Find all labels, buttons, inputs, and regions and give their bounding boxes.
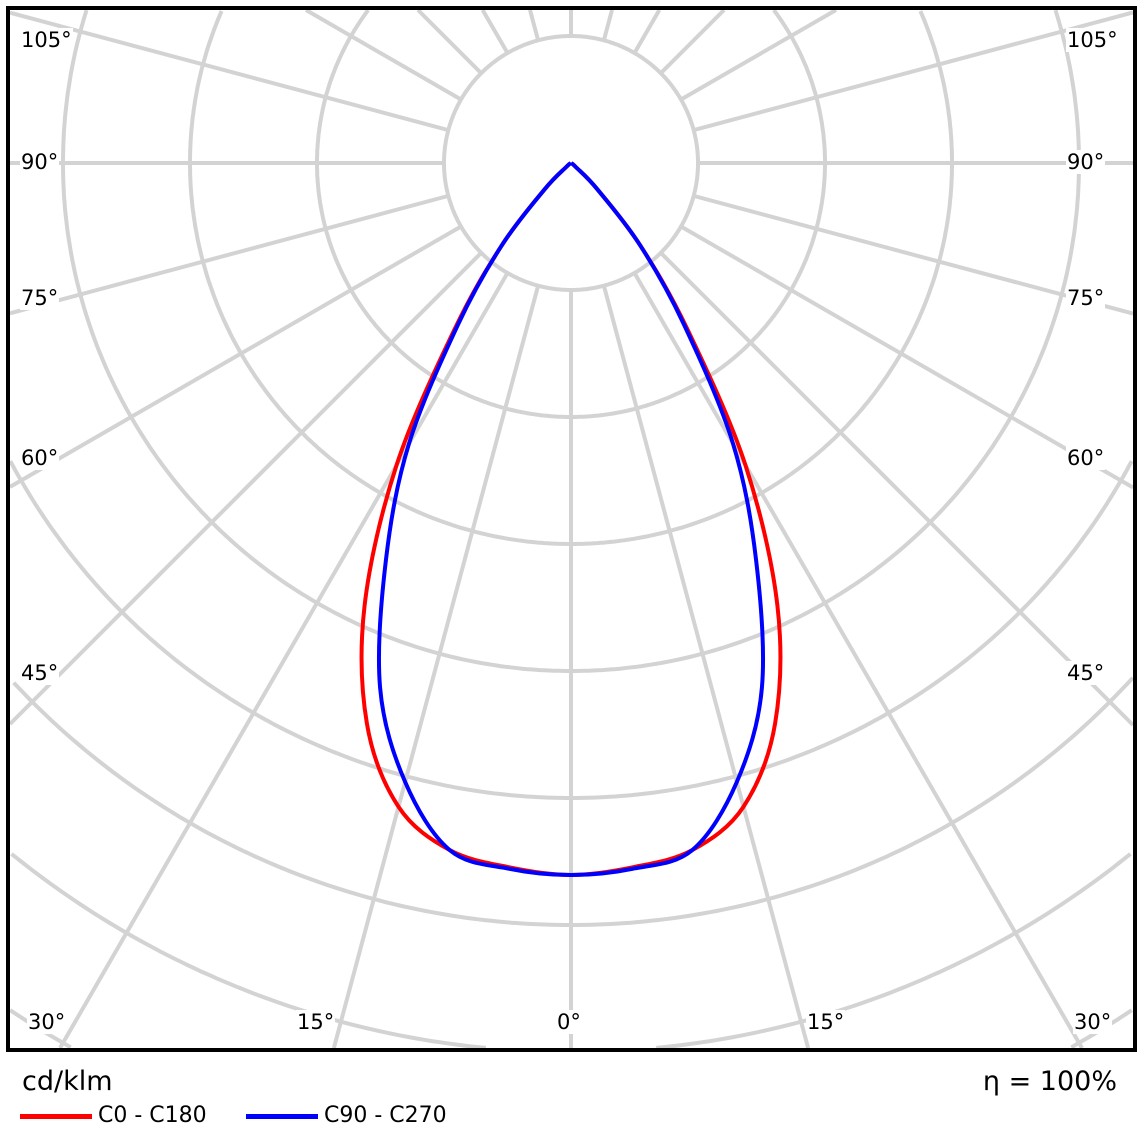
- angle-label-right: 75°: [1066, 286, 1106, 310]
- grid-ring: [188, 10, 954, 546]
- grid-spoke: [528, 9, 541, 41]
- grid-spoke: [693, 193, 1134, 316]
- plot-frame: [6, 6, 1137, 1052]
- grid-spoke: [632, 271, 1084, 1049]
- angle-label-right: 60°: [1066, 446, 1106, 470]
- angle-label-bottom: 15°: [806, 1010, 846, 1034]
- grid-spoke: [601, 285, 811, 1049]
- angle-label-left: 90°: [20, 150, 60, 174]
- grid-spoke: [8, 251, 483, 726]
- grid-ring: [8, 460, 1134, 800]
- angle-label-bottom: 30°: [27, 1010, 67, 1034]
- grid-spoke: [679, 8, 838, 102]
- angle-label-right: 90°: [1066, 150, 1106, 174]
- unit-label: cd/klm: [22, 1066, 113, 1097]
- grid-ring: [12, 676, 1135, 927]
- angle-label-left: 45°: [20, 661, 60, 685]
- curves: [359, 161, 783, 878]
- legend-label: C90 - C270: [324, 1103, 447, 1128]
- grid-spoke: [331, 285, 541, 1049]
- grid-spoke: [693, 10, 1134, 133]
- legend-item-c90: C90 - C270: [246, 1102, 447, 1130]
- grid-spoke: [659, 251, 1135, 727]
- angle-label-bottom: 30°: [1073, 1010, 1113, 1034]
- grid-spoke: [9, 193, 449, 316]
- series-curve-1: [376, 161, 766, 878]
- angle-label-bottom: 0°: [556, 1010, 582, 1034]
- grid-spoke: [9, 10, 449, 133]
- angle-label-right: 105°: [1066, 28, 1119, 52]
- grid-spoke: [9, 224, 463, 489]
- legend-label: C0 - C180: [98, 1103, 207, 1128]
- angle-label-bottom: 15°: [296, 1010, 336, 1034]
- angle-label-left: 75°: [20, 286, 60, 310]
- legend-item-c0: C0 - C180: [20, 1102, 207, 1130]
- grid-spoke: [659, 8, 726, 75]
- grid-spoke: [601, 9, 614, 41]
- grid-ring: [10, 852, 1132, 1050]
- grid-spoke: [304, 8, 463, 102]
- legend-swatch-red: [20, 1113, 92, 1119]
- grid-ring: [315, 8, 827, 419]
- grid-spoke: [632, 8, 662, 55]
- angle-label-left: 105°: [20, 28, 73, 52]
- grid-spoke: [679, 224, 1135, 490]
- efficiency-label: η = 100%: [982, 1066, 1117, 1097]
- grid-spoke: [480, 8, 510, 55]
- angle-label-left: 60°: [20, 446, 60, 470]
- legend-swatch-blue: [246, 1113, 318, 1119]
- grid-spoke: [58, 271, 510, 1050]
- angle-label-right: 45°: [1066, 661, 1106, 685]
- grid-spoke: [416, 8, 483, 75]
